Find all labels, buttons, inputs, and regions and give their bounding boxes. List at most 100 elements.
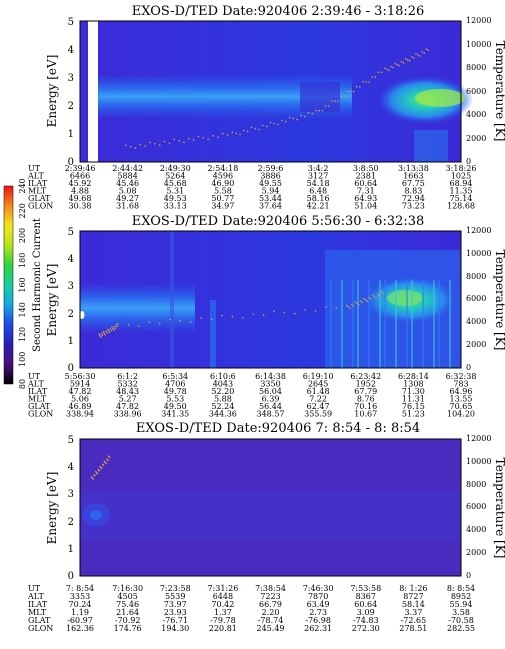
panel-2-y2tick: 6000	[466, 294, 486, 303]
ephem-value: 2:54:18	[207, 164, 238, 173]
ephem-value: 245.49	[257, 624, 285, 633]
temperature-point	[101, 334, 104, 337]
temperature-point	[349, 307, 352, 309]
panel-3-left-axis: Energy [eV] 0 1 2 3 4 5	[45, 435, 74, 582]
panel-2-vertical-streak	[210, 300, 216, 368]
panel-1-ytick: 2	[68, 101, 74, 112]
ephem-value: 47.82	[69, 387, 92, 396]
ephem-value: 3350	[260, 380, 280, 389]
ephem-value: 11.31	[402, 395, 425, 404]
temperature-point	[354, 301, 357, 303]
panel-3-y2tick: 4000	[466, 525, 486, 534]
temperature-point	[352, 90, 355, 93]
ephem-value: 272.30	[352, 624, 380, 633]
ephem-value: 5332	[117, 380, 137, 389]
ephem-value: 8727	[403, 592, 423, 601]
ephem-value: -70.58	[448, 616, 474, 625]
ephem-value: 3:18:26	[446, 164, 477, 173]
ephem-value: 75.46	[116, 600, 139, 609]
ephem-value: 63.49	[307, 600, 330, 609]
ephem-value: 278.51	[399, 624, 427, 633]
spectral-streak	[433, 280, 435, 368]
temperature-point	[390, 65, 392, 68]
temperature-point	[188, 137, 190, 140]
ephem-value: 50.77	[211, 194, 234, 203]
temperature-point	[334, 100, 336, 102]
panel-2-band	[80, 283, 195, 333]
ephem-value: 60.64	[354, 179, 377, 188]
ephem-value: 49.53	[164, 194, 187, 203]
colorbar: 80 100 120 140 160 180 200 220 240 Second Harmon…	[3, 178, 43, 389]
temperature-point	[144, 145, 146, 147]
temperature-point	[311, 112, 314, 115]
panel-2-vertical-streak	[170, 231, 174, 368]
temperature-point	[417, 54, 419, 56]
temperature-point	[231, 315, 234, 318]
panel-3-temperature-trace	[90, 455, 111, 480]
temperature-point	[149, 141, 151, 144]
ephem-value: 6:14:38	[255, 372, 286, 381]
ephem-value: 49.27	[116, 194, 139, 203]
ephem-label-alt: ALT	[27, 172, 44, 181]
panel-3-ylabel: Energy [eV]	[45, 472, 59, 545]
ephem-value: 52.24	[211, 402, 234, 411]
ephem-value: -72.65	[401, 616, 427, 625]
ephem-value: 76.15	[402, 402, 425, 411]
temperature-point	[419, 55, 421, 57]
temperature-point	[382, 292, 384, 295]
ephem-value: 4505	[117, 592, 137, 601]
ephem-value: 66.79	[259, 600, 282, 609]
ephem-value: 48.43	[116, 387, 139, 396]
ephem-value: 6.48	[309, 187, 327, 196]
temperature-point	[283, 311, 286, 314]
temperature-point	[292, 117, 295, 120]
colorbar-label: Second Harmonic Current	[32, 218, 43, 352]
temperature-point	[356, 302, 358, 305]
ephem-value: 7:53:58	[350, 584, 381, 593]
panel-1-ytick: 5	[68, 17, 74, 28]
temperature-point	[304, 115, 306, 118]
panel-3-y2tick: 10000	[466, 457, 491, 466]
temperature-point	[386, 68, 388, 71]
panel-3-ytick: 4	[68, 462, 74, 473]
ephem-value: 4.88	[71, 187, 89, 196]
temperature-point	[368, 81, 371, 83]
ephem-value: 5.94	[262, 187, 280, 196]
ephem-value: 8: 8:54	[447, 584, 475, 593]
ephem-value: -60.97	[67, 616, 93, 625]
temperature-point	[109, 328, 112, 330]
temperature-point	[226, 134, 229, 136]
temperature-point	[411, 56, 413, 58]
ephem-value: 8: 1:26	[399, 584, 427, 593]
ephem-value: 4706	[165, 380, 185, 389]
panel-2-edge-spot	[79, 311, 85, 319]
panel-1-y2tick: 8000	[466, 63, 486, 72]
panel-2-ytick: 1	[68, 336, 74, 347]
ephem-value: 282.55	[447, 624, 475, 633]
temperature-point	[327, 105, 330, 107]
spectral-streak	[368, 280, 370, 368]
ephem-label-glat: GLAT	[28, 194, 51, 203]
panel-1-ytick: 0	[68, 157, 74, 168]
temperature-point	[92, 478, 94, 480]
panel-1-left-axis: Energy [eV] 0 1 2 3 4 5	[45, 17, 74, 168]
temperature-point	[221, 132, 224, 135]
ephem-value: 3127	[308, 172, 328, 181]
ephem-label-glon: GLON	[28, 410, 53, 419]
temperature-point	[100, 336, 102, 338]
temperature-point	[359, 85, 361, 88]
panel-2-y2tick: 8000	[466, 272, 486, 281]
panel-2-y2tick: 4000	[466, 317, 486, 326]
temperature-point	[358, 304, 360, 306]
ephem-value: 1.37	[214, 608, 232, 617]
temperature-point	[404, 57, 407, 60]
ephem-value: 45.92	[69, 179, 92, 188]
temperature-point	[124, 144, 127, 147]
ephem-value: 7:38:54	[255, 584, 286, 593]
ephem-value: 5.06	[71, 395, 89, 404]
temperature-point	[307, 111, 310, 114]
temperature-point	[217, 136, 219, 138]
temperature-point	[340, 95, 343, 98]
temperature-point	[101, 467, 103, 470]
ephem-value: 8.83	[404, 187, 422, 196]
